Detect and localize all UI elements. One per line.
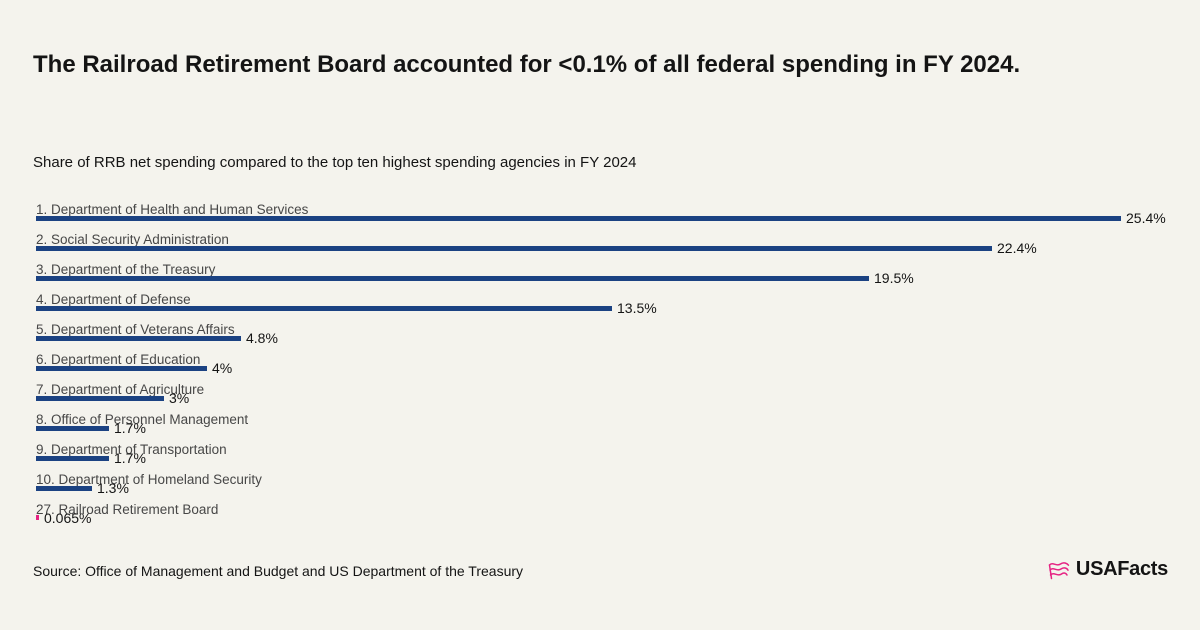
bar <box>36 246 992 251</box>
bar-category-label: 3. Department of the Treasury <box>36 262 216 277</box>
chart-row: 7. Department of Agriculture 3% <box>36 382 1196 412</box>
bar-category-label: 1. Department of Health and Human Servic… <box>36 202 309 217</box>
bar-value-label: 3% <box>169 390 190 406</box>
bar-chart: 1. Department of Health and Human Servic… <box>36 202 1196 532</box>
page-title: The Railroad Retirement Board accounted … <box>33 51 1021 78</box>
bar-category-label: 4. Department of Defense <box>36 292 191 307</box>
chart-row: 9. Department of Transportation 1.7% <box>36 442 1196 472</box>
chart-row: 2. Social Security Administration 22.4% <box>36 232 1196 262</box>
usafacts-flag-icon <box>1047 559 1071 581</box>
bar-value-label: 25.4% <box>1126 210 1166 226</box>
bar-value-label: 1.7% <box>114 420 146 436</box>
bar-value-label: 22.4% <box>997 240 1037 256</box>
bar-category-label: 27. Railroad Retirement Board <box>36 502 219 517</box>
bar <box>36 486 92 491</box>
chart-subtitle: Share of RRB net spending compared to th… <box>33 154 637 171</box>
chart-row: 4. Department of Defense 13.5% <box>36 292 1196 322</box>
chart-row: 8. Office of Personnel Management 1.7% <box>36 412 1196 442</box>
bar-category-label: 6. Department of Education <box>36 352 201 367</box>
bar-value-label: 1.3% <box>97 480 129 496</box>
source-note: Source: Office of Management and Budget … <box>33 563 524 579</box>
usafacts-wordmark: USAFacts <box>1075 558 1168 580</box>
bar <box>36 336 241 341</box>
bar-value-label: 0.065% <box>44 510 92 526</box>
bar-value-label: 19.5% <box>874 270 914 286</box>
bar-category-label: 9. Department of Transportation <box>36 442 227 457</box>
bar-category-label: 8. Office of Personnel Management <box>36 412 249 427</box>
chart-row: 3. Department of the Treasury 19.5% <box>36 262 1196 292</box>
bar <box>36 456 109 461</box>
bar <box>36 366 207 371</box>
bar-category-label: 10. Department of Homeland Security <box>36 472 262 487</box>
chart-row: 6. Department of Education 4% <box>36 352 1196 382</box>
bar <box>36 276 869 281</box>
bar-value-label: 13.5% <box>617 300 657 316</box>
chart-row: 1. Department of Health and Human Servic… <box>36 202 1196 232</box>
chart-row: 10. Department of Homeland Security 1.3% <box>36 472 1196 502</box>
bar-category-label: 5. Department of Veterans Affairs <box>36 322 235 337</box>
bar-value-label: 4.8% <box>246 330 278 346</box>
chart-row: 27. Railroad Retirement Board 0.065% <box>36 502 1196 532</box>
chart-row: 5. Department of Veterans Affairs 4.8% <box>36 322 1196 352</box>
bar <box>36 216 1121 221</box>
bar <box>36 396 164 401</box>
bar-category-label: 2. Social Security Administration <box>36 232 229 247</box>
bar <box>36 426 109 431</box>
bar-value-label: 4% <box>212 360 233 376</box>
bar-category-label: 7. Department of Agriculture <box>36 382 205 397</box>
bar <box>36 306 612 311</box>
bar-highlight <box>36 515 39 520</box>
usafacts-logo: USAFacts <box>1047 558 1168 581</box>
bar-value-label: 1.7% <box>114 450 146 466</box>
